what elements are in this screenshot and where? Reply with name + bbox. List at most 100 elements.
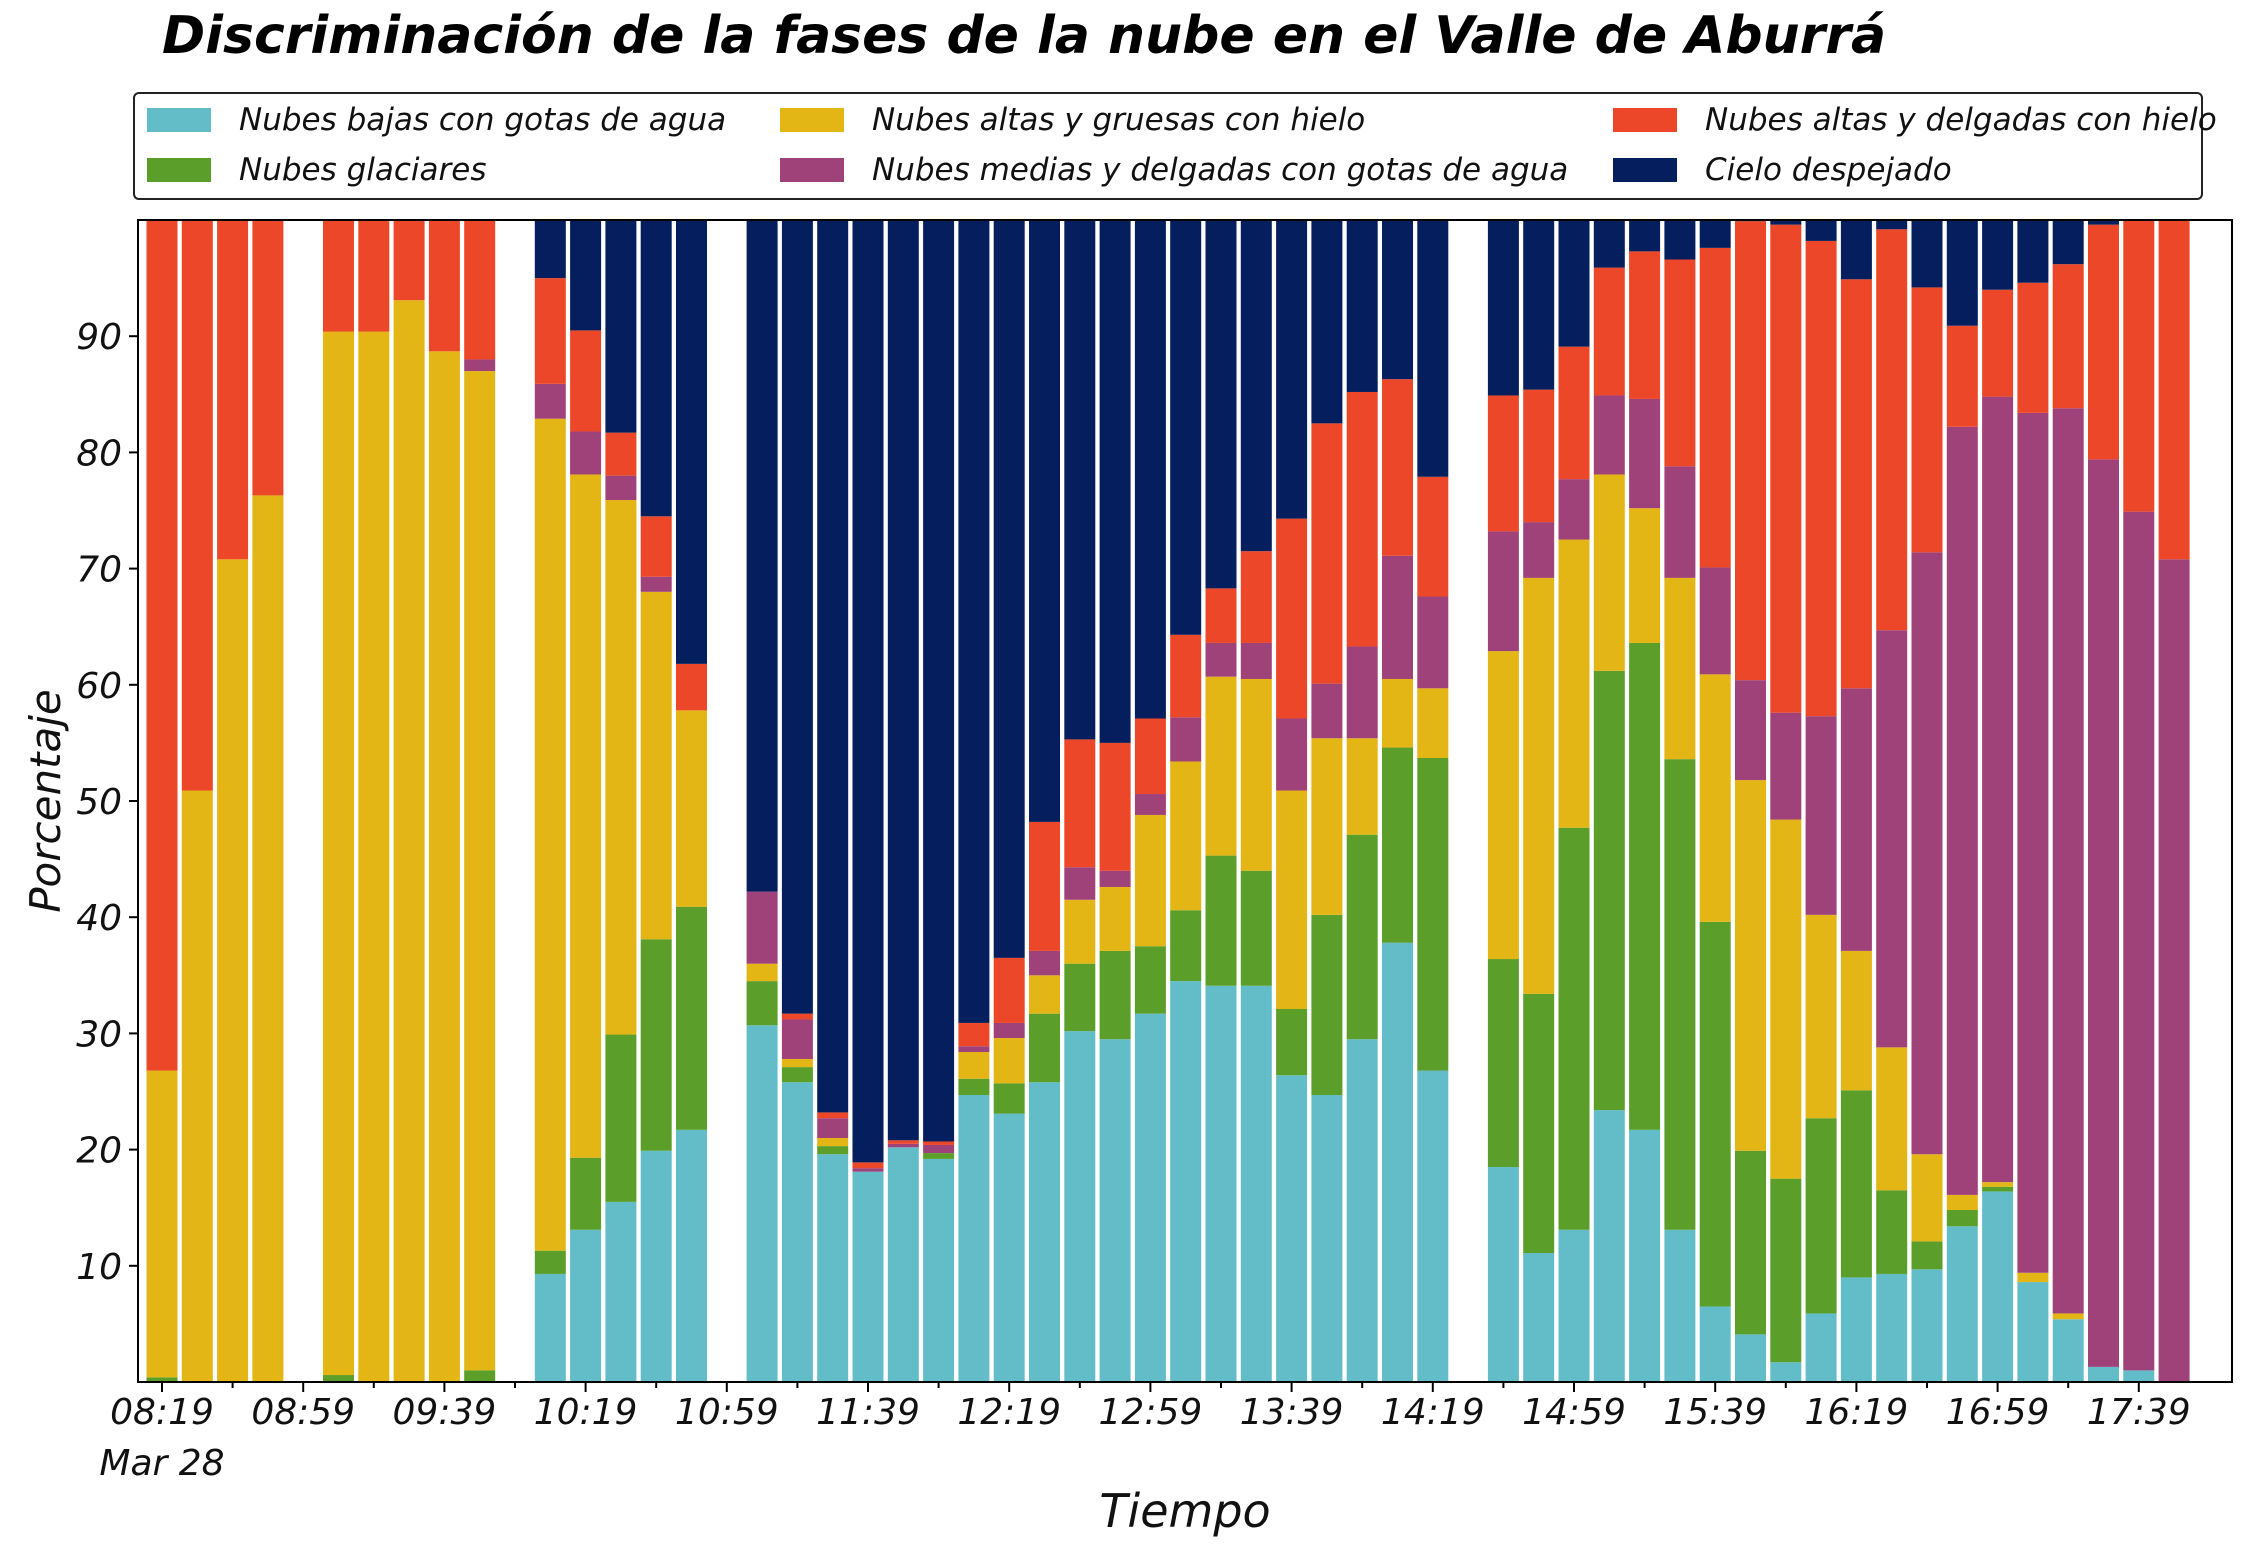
bar-segment: [993, 1083, 1025, 1114]
bar-segment: [605, 220, 637, 433]
bar-segment: [1982, 220, 2014, 290]
bar-segment: [2017, 1272, 2049, 1283]
bar-segment: [1629, 508, 1661, 643]
bar-segment: [393, 300, 425, 1383]
bar-segment: [1699, 247, 1731, 568]
legend-label: Nubes glaciares: [239, 152, 487, 188]
bar-segment: [1311, 220, 1343, 424]
bar-segment: [1311, 914, 1343, 1095]
y-ticks-group: 10 20 30 40 50 60 70 80 90: [76, 317, 138, 1288]
bar-segment: [1982, 1186, 2014, 1192]
bar-segment: [1276, 220, 1308, 519]
legend-label: Nubes bajas con gotas de agua: [239, 102, 727, 138]
x-tick-label: 12:59: [1099, 1392, 1203, 1433]
bar-segment: [1240, 642, 1272, 679]
chart-title: Discriminación de la fases de la nube en…: [162, 6, 1887, 66]
x-tick-label: 08:59: [251, 1392, 355, 1433]
bar-segment: [993, 1038, 1025, 1084]
bar-segment: [1276, 718, 1308, 791]
bar-segment: [181, 790, 213, 1382]
bar-segment: [1982, 396, 2014, 1183]
bar-segment: [2088, 220, 2119, 225]
bar-segment: [1099, 742, 1131, 871]
bar-segment: [1558, 479, 1590, 540]
legend-item: Nubes bajas con gotas de agua: [147, 100, 726, 140]
bar-segment: [1346, 834, 1378, 1040]
bar-segment: [464, 371, 496, 1371]
bar-segment: [2088, 224, 2119, 460]
bar-segment: [570, 1157, 602, 1230]
bar-segment: [781, 1019, 813, 1059]
bar-segment: [1170, 761, 1202, 911]
bar-segment: [1134, 946, 1166, 1014]
bar-segment: [746, 963, 778, 982]
bar-segment: [570, 330, 602, 432]
bar-segment: [1699, 567, 1731, 675]
bar-segment: [640, 220, 672, 517]
legend-item: Nubes medias y delgadas con gotas de agu…: [780, 150, 1568, 190]
legend-item: Nubes glaciares: [147, 150, 487, 190]
y-tick-label: 60: [76, 666, 122, 707]
x-tick-label: 12:19: [957, 1392, 1061, 1433]
bar-segment: [358, 331, 390, 1382]
bar-segment: [676, 710, 707, 907]
bar-segment: [1170, 981, 1202, 1382]
bar-segment: [1735, 780, 1766, 1151]
bar-segment: [781, 220, 813, 1014]
bar-segment: [1982, 289, 2014, 397]
bar-segment: [1558, 827, 1590, 1230]
bar-segment: [993, 220, 1025, 958]
bar-segment: [993, 1113, 1025, 1382]
bar-segment: [1911, 1241, 1943, 1270]
bar-segment: [852, 1162, 884, 1169]
bar-segment: [534, 278, 566, 384]
bar-segment: [2158, 220, 2190, 560]
bar-segment: [1134, 814, 1166, 947]
y-tick-label: 50: [76, 782, 122, 823]
bar-segment: [2052, 264, 2084, 409]
bar-segment: [1346, 738, 1378, 835]
bar-segment: [1664, 466, 1696, 578]
x-tick-label: 13:39: [1240, 1392, 1344, 1433]
bar-segment: [1805, 220, 1837, 241]
bar-segment: [1311, 1094, 1343, 1382]
bar-segment: [605, 1034, 637, 1202]
bar-segment: [1946, 1226, 1978, 1382]
legend-swatch: [1613, 108, 1677, 132]
bar-segment: [2017, 412, 2049, 1273]
bar-segment: [1593, 395, 1625, 475]
bar-segment: [1205, 676, 1237, 856]
bar-segment: [1735, 221, 1766, 681]
bar-segment: [1876, 229, 1908, 631]
bar-segment: [993, 957, 1025, 1023]
bar-segment: [1417, 220, 1449, 477]
bar-segment: [1346, 646, 1378, 739]
legend-item: Cielo despejado: [1613, 150, 1952, 190]
legend: Nubes bajas con gotas de agua Nubes glaci…: [133, 92, 2217, 200]
bar-segment: [887, 1140, 919, 1144]
bar-segment: [1770, 819, 1802, 1179]
x-tick-label: 11:39: [816, 1392, 920, 1433]
x-date-label: Mar 28: [99, 1443, 224, 1484]
bar-segment: [1382, 555, 1413, 679]
bar-segment: [1593, 220, 1625, 268]
bar-segment: [1699, 1306, 1731, 1382]
bar-segment: [1558, 220, 1590, 347]
bar-segment: [1346, 391, 1378, 647]
legend-label: Nubes altas y delgadas con hielo: [1705, 102, 2217, 138]
y-tick-label: 30: [76, 1014, 122, 1055]
bar-segment: [1593, 670, 1625, 1111]
bar-segment: [817, 220, 849, 1113]
bar-segment: [887, 220, 919, 1141]
bar-segment: [1593, 474, 1625, 671]
x-tick-label: 16:59: [1946, 1392, 2050, 1433]
bar-segment: [1876, 630, 1908, 1048]
bar-segment: [923, 1158, 955, 1382]
bar-segment: [640, 591, 672, 940]
bar-segment: [1134, 1013, 1166, 1382]
bar-segment: [1629, 1129, 1661, 1382]
bar-segment: [1029, 821, 1060, 951]
legend-swatch: [1613, 158, 1677, 182]
bar-segment: [1523, 1253, 1555, 1382]
legend-swatch: [147, 108, 211, 132]
